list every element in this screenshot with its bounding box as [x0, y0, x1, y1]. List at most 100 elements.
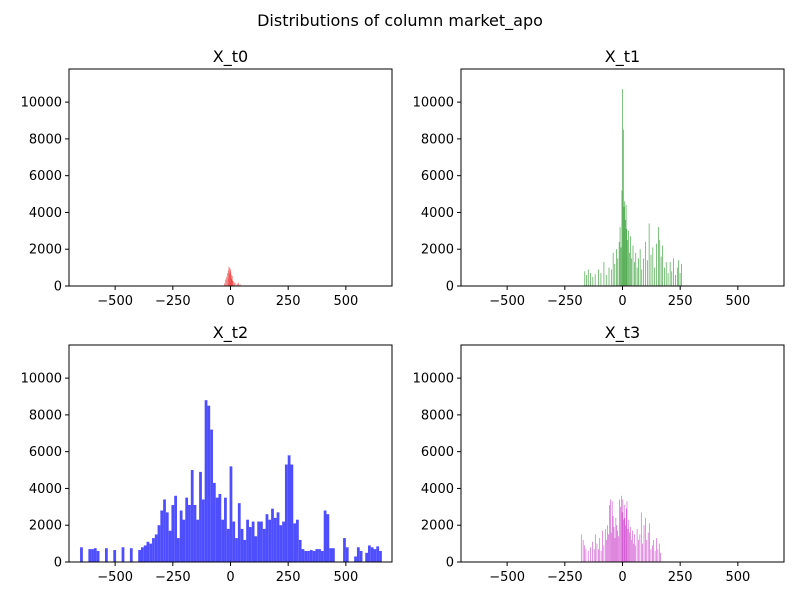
histogram-bar [622, 499, 624, 562]
histogram-bar [619, 227, 621, 286]
histogram-bar [204, 400, 208, 562]
histogram-bar [584, 545, 585, 562]
histogram-bar [251, 521, 255, 562]
histogram-bar [273, 517, 277, 562]
histogram-bars [224, 266, 241, 286]
x-tick-label: −500 [489, 570, 525, 585]
histogram-bar [649, 523, 650, 562]
histogram-bar [681, 263, 682, 286]
histogram-bar [662, 245, 663, 286]
histogram-bar [93, 548, 97, 562]
histogram-bar [598, 549, 599, 562]
y-tick-label: 4000 [29, 482, 62, 497]
histogram-bar [650, 549, 652, 562]
x-tick-label: −250 [155, 294, 191, 309]
histogram-bar [603, 262, 605, 286]
histogram-bar [239, 284, 241, 286]
histogram-bar [656, 243, 657, 286]
histogram-bar [619, 499, 620, 562]
histogram-bar [656, 538, 657, 562]
histogram-bar [228, 270, 229, 286]
histogram-bars [80, 400, 382, 562]
histogram-bar [639, 534, 641, 562]
histogram-bar [650, 254, 652, 286]
histogram-bar [160, 510, 164, 562]
histogram-bar [196, 519, 200, 562]
histogram-bar [630, 527, 631, 562]
histogram-bar [224, 283, 225, 286]
histogram-bars [580, 495, 661, 562]
histogram-bar [608, 267, 610, 286]
histogram-bar [645, 517, 646, 562]
histogram-bar [630, 236, 631, 286]
histogram-bar [585, 549, 587, 562]
histogram-bar [595, 534, 596, 562]
histogram-bar [154, 534, 158, 562]
histogram-bar [658, 227, 659, 286]
x-tick-label: 250 [276, 570, 301, 585]
histogram-bar [602, 530, 603, 562]
histogram-bar [652, 545, 653, 562]
histogram-bar [631, 539, 632, 562]
histogram-bar [620, 506, 621, 562]
histogram-bar [229, 267, 231, 286]
histogram-bar [235, 538, 238, 562]
histogram-bar [620, 247, 622, 286]
histogram-bar [323, 510, 327, 562]
histogram-bar [207, 405, 211, 562]
histogram-bar [621, 512, 623, 562]
histogram-bar [631, 258, 632, 286]
histogram-bar [625, 508, 627, 562]
histogram-bar [80, 547, 83, 562]
x-tick-label: −500 [97, 570, 133, 585]
x-tick-label: 250 [668, 570, 693, 585]
histogram-bar [370, 547, 374, 562]
histogram-bar [632, 530, 633, 562]
histogram-bar [296, 519, 299, 562]
histogram-bar [608, 534, 609, 562]
histogram-bar [615, 517, 617, 562]
histogram-bar [584, 271, 586, 286]
histogram-bar [354, 556, 357, 562]
histogram-bar [592, 276, 594, 286]
histogram-bar [176, 538, 180, 562]
histogram-bar [634, 534, 635, 562]
histogram-bar [625, 219, 626, 286]
histogram-bar [262, 528, 266, 562]
histogram-bar [113, 550, 117, 562]
histogram-bar [610, 532, 612, 562]
y-tick-label: 0 [446, 556, 454, 571]
histogram-bar [625, 205, 627, 286]
x-tick-label: −500 [489, 294, 525, 309]
histogram-bar [673, 258, 674, 286]
histogram-bar [623, 504, 625, 562]
histogram-bar [290, 464, 294, 562]
histogram-bar [265, 514, 269, 562]
histogram-bar [621, 190, 623, 286]
histogram-bar [658, 543, 660, 562]
histogram-bar [91, 549, 94, 562]
histogram-bar [168, 530, 172, 562]
histogram-bar [210, 429, 213, 562]
histogram-bar [596, 543, 598, 562]
histogram-bar [212, 482, 216, 562]
x-tick-label: 0 [226, 294, 234, 309]
histogram-bar [657, 549, 659, 562]
y-tick-label: 8000 [29, 132, 62, 147]
histogram-bar [652, 247, 654, 286]
histogram-bar [231, 275, 233, 286]
histogram-bar [616, 525, 618, 562]
histogram-bar [271, 508, 274, 562]
histogram-bar [243, 539, 247, 562]
figure-title: Distributions of column market_apo [257, 11, 543, 31]
y-tick-label: 10000 [21, 372, 62, 387]
histogram-bar [257, 521, 261, 562]
histogram-bar [676, 267, 678, 286]
y-tick-label: 4000 [421, 206, 454, 221]
histogram-bar [225, 279, 227, 286]
histogram-bar [379, 550, 382, 562]
histogram-bar [633, 543, 634, 562]
histogram-bar [609, 504, 610, 562]
histogram-bar [622, 89, 623, 286]
